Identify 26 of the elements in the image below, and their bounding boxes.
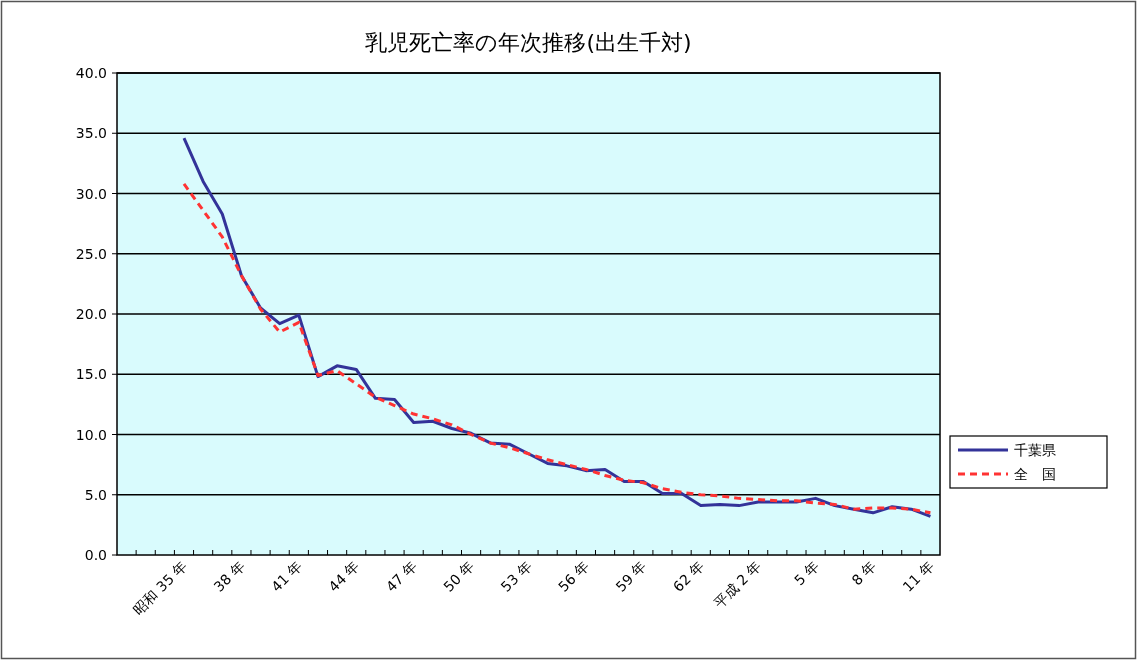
- legend-label: 全 国: [1014, 466, 1056, 482]
- x-tick-label: 11 年: [899, 557, 937, 595]
- x-tick-label: 平成 2 年: [710, 557, 765, 612]
- chart-title: 乳児死亡率の年次推移(出生千対): [365, 30, 692, 55]
- y-tick-label: 25.0: [75, 245, 107, 262]
- x-tick-label: 44 年: [325, 557, 363, 595]
- x-tick-label: 5 年: [791, 557, 822, 589]
- x-tick-label: 38 年: [210, 557, 248, 595]
- x-tick-label: 50 年: [440, 557, 478, 595]
- legend-label: 千葉県: [1014, 442, 1056, 458]
- y-tick-label: 10.0: [75, 426, 107, 443]
- y-tick-label: 40.0: [75, 65, 107, 81]
- y-tick-label: 20.0: [75, 306, 107, 322]
- y-tick-label: 35.0: [75, 125, 107, 142]
- x-tick-label: 53 年: [497, 557, 535, 595]
- x-tick-label: 47 年: [382, 557, 420, 595]
- x-tick-label: 56 年: [555, 557, 593, 595]
- x-tick-label: 41 年: [267, 557, 305, 595]
- y-tick-label: 0.0: [84, 547, 107, 563]
- x-tick-label: 8 年: [848, 557, 880, 589]
- y-tick-label: 15.0: [75, 366, 107, 383]
- x-tick-label: 62 年: [669, 557, 707, 595]
- y-tick-label: 30.0: [75, 185, 107, 202]
- x-tick-label: 59 年: [612, 557, 650, 595]
- y-tick-label: 5.0: [84, 486, 107, 503]
- x-tick-label: 昭和 35 年: [130, 557, 191, 618]
